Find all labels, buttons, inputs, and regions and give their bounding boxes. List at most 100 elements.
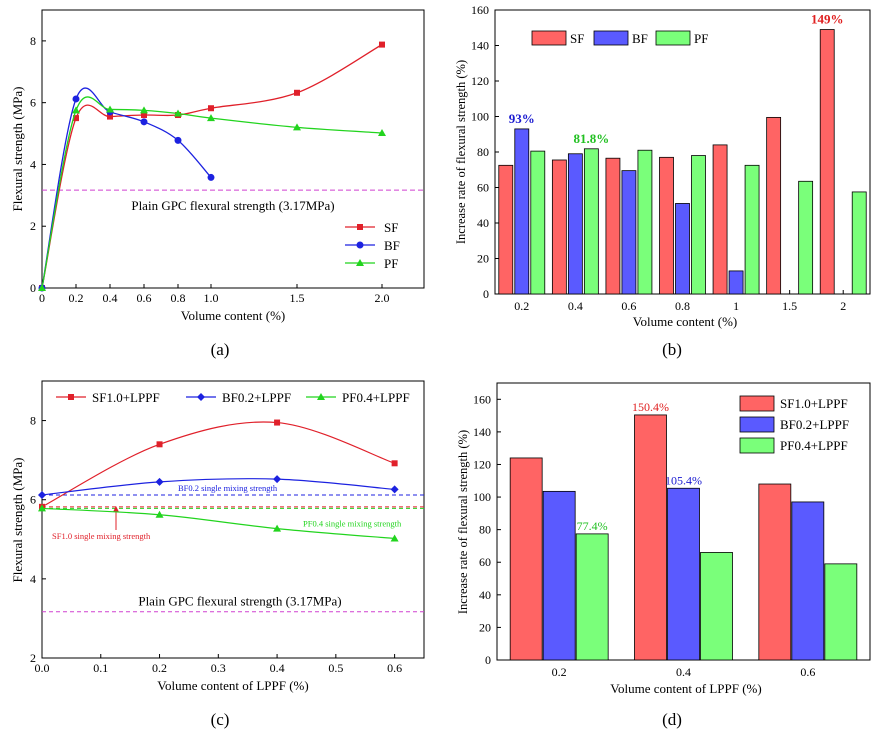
bar-bf: [728, 270, 744, 295]
data-point-pf0.4+lppf: [273, 524, 282, 532]
y-tick-label: 140: [473, 425, 491, 439]
bar-pf: [691, 155, 706, 295]
x-tick-label: 2: [840, 299, 846, 313]
data-point-pf: [174, 109, 182, 117]
bar: [758, 483, 792, 661]
x-tick-label: 0.4: [103, 291, 118, 305]
bar-sf: [766, 116, 782, 295]
data-point-sf: [379, 41, 385, 48]
data-point-pf: [207, 114, 215, 122]
data-point-pf: [106, 105, 114, 113]
series-line-pf0.4+lppf: [41, 507, 395, 540]
data-point-pf0.4+lppf: [390, 534, 399, 542]
series-line-pf: [41, 96, 383, 289]
x-tick-label: 0.2: [514, 299, 529, 313]
y-tick-label: 20: [477, 252, 489, 266]
y-axis-label: Increase rate of flexural strength (%): [456, 430, 470, 614]
legend-swatch-sf: [531, 30, 567, 46]
bar: [824, 563, 858, 661]
data-point-sf1.0+lppf: [391, 460, 398, 467]
data-point-pf0.4+lppf: [38, 504, 46, 512]
bar-pf: [798, 180, 814, 295]
data-point-sf: [73, 115, 79, 122]
y-tick-label: 120: [471, 74, 489, 88]
legend-label: SF1.0+LPPF: [780, 396, 848, 411]
baseline-label: Plain GPC flexural strength (3.17MPa): [131, 198, 334, 213]
data-point-sf1.0+lppf: [274, 419, 281, 426]
bar: [700, 552, 733, 661]
x-axis-label: Volume content of LPPF (%): [157, 678, 308, 693]
reference-label: Plain GPC flexural strength (3.17MPa): [138, 594, 341, 609]
y-tick-label: 80: [479, 523, 491, 537]
reference-label: SF1.0 single mixing strength: [52, 531, 151, 541]
y-tick-label: 140: [471, 39, 489, 53]
legend-marker-sf: [357, 224, 363, 230]
legend-marker: [197, 393, 205, 401]
legend-label-sf: SF: [570, 31, 584, 46]
y-tick-label: 160: [473, 392, 491, 406]
data-point-bf: [72, 95, 80, 103]
y-tick-label: 2: [30, 651, 36, 665]
legend-swatch-bf: [593, 30, 629, 46]
y-tick-label: 40: [477, 216, 489, 230]
data-point-bf0.2+lppf: [273, 475, 282, 484]
y-tick-label: 120: [473, 457, 491, 471]
panel-caption: (a): [211, 340, 230, 359]
y-tick-label: 0: [30, 281, 36, 295]
legend-swatch: [739, 437, 775, 454]
y-axis-label: Flexural strength (MPa): [10, 458, 25, 583]
bar-annotation: 150.4%: [632, 400, 669, 414]
x-tick-label: 0.3: [211, 661, 226, 675]
legend-swatch-pf: [655, 30, 691, 46]
y-tick-label: 100: [471, 110, 489, 124]
legend-label: PF0.4+LPPF: [780, 438, 848, 453]
y-tick-label: 100: [473, 490, 491, 504]
x-tick-label: 0.4: [568, 299, 583, 313]
series-line-bf: [41, 87, 212, 289]
series-line-sf: [41, 44, 383, 289]
x-tick-label: 0: [39, 291, 45, 305]
data-point-sf: [294, 89, 300, 96]
bar: [667, 487, 700, 661]
bar: [509, 457, 543, 661]
series-line-sf1.0+lppf: [41, 421, 395, 508]
data-point-bf: [174, 136, 182, 144]
legend-marker: [68, 394, 74, 400]
y-tick-label: 0: [483, 287, 489, 301]
bar-annotation: 105.4%: [665, 473, 702, 487]
series-line-bf0.2+lppf: [41, 478, 395, 496]
legend-label-pf: PF: [384, 256, 398, 271]
x-tick-label: 0.6: [137, 291, 152, 305]
bar-pf: [637, 149, 653, 295]
y-tick-label: 2: [30, 219, 36, 233]
legend-marker-pf: [356, 259, 364, 266]
x-tick-label: 0.2: [152, 661, 167, 675]
data-point-bf0.2+lppf: [155, 477, 164, 486]
data-point-pf: [293, 123, 301, 131]
bar-pf: [744, 164, 760, 295]
data-point-pf: [38, 284, 46, 291]
legend-swatch: [739, 395, 775, 412]
chart-panel-b: 0 20 40 60 80 100 120 140 160 0.2 0.4 0.6 0.8 1 1.5 2 93…: [454, 3, 871, 359]
y-tick-label: 80: [477, 145, 489, 159]
chart-panel-d: 0 20 40 60 80 100 120 140 160 0.2 0.4 0.6 77.4% 150.4…: [456, 382, 871, 729]
x-tick-label: 0.4: [676, 665, 691, 679]
bar-pf: [583, 148, 599, 295]
y-axis-label: Flexural strength (MPa): [10, 87, 25, 212]
x-tick-label: 0.6: [621, 299, 636, 313]
bar: [542, 490, 576, 661]
plot-frame: [41, 380, 425, 659]
bar-annotation: 77.4%: [577, 519, 608, 533]
data-point-sf: [208, 105, 214, 112]
legend-label-bf: BF: [632, 31, 648, 46]
panel-caption: (c): [211, 710, 230, 729]
reference-label: BF0.2 single mixing strength: [178, 483, 278, 493]
y-axis-label: Increase rate of flexural strength (%): [454, 60, 468, 244]
y-tick-label: 20: [479, 620, 491, 634]
legend-swatch: [739, 416, 775, 433]
x-axis-label: Volume content (%): [181, 308, 285, 323]
y-tick-label: 4: [30, 157, 36, 171]
bar: [791, 501, 825, 661]
x-tick-label: 0.8: [171, 291, 186, 305]
